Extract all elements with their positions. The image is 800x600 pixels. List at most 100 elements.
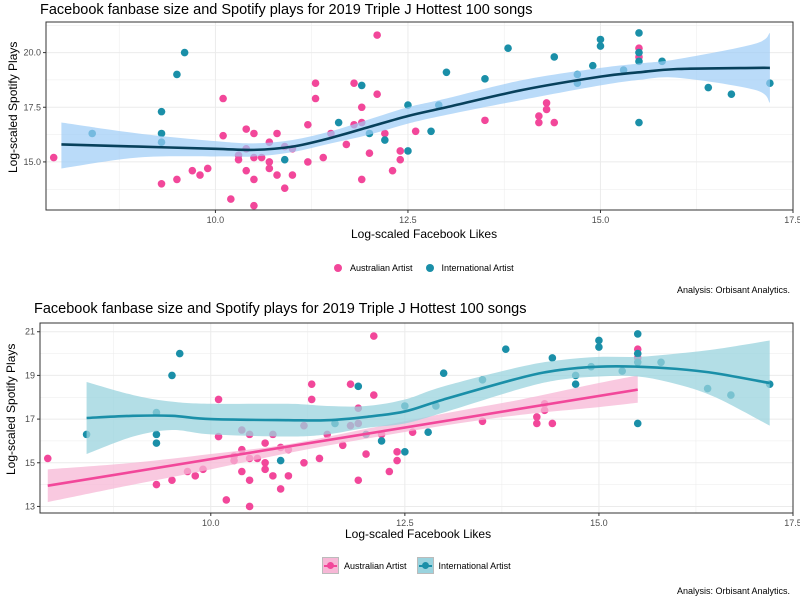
chart-title: Facebook fanbase size and Spotify plays … xyxy=(40,2,533,18)
data-point-australian xyxy=(219,94,227,103)
data-point-australian xyxy=(188,166,197,175)
data-point-australian xyxy=(370,332,378,340)
data-point-australian xyxy=(362,450,370,458)
data-point-international xyxy=(377,437,386,445)
confidence-band-international xyxy=(86,340,770,455)
data-point-australian xyxy=(280,184,289,192)
legend: Australian Artist International Artist xyxy=(331,261,524,275)
data-point-international xyxy=(276,456,285,465)
x-axis-label: Log-scaled Facebook Likes xyxy=(351,227,498,241)
confidence-band xyxy=(61,32,770,169)
data-point-international xyxy=(334,118,343,127)
data-point-australian xyxy=(311,94,320,103)
x-tick-label: 12.5 xyxy=(396,518,414,528)
y-tick-label: 21 xyxy=(25,327,35,337)
data-point-international xyxy=(595,343,603,351)
data-point-international xyxy=(635,48,643,57)
data-point-australian xyxy=(196,171,204,179)
data-point-international xyxy=(633,349,642,358)
data-point-australian xyxy=(542,99,551,107)
legend: Australian Artist International Artist xyxy=(322,557,521,574)
fit-line-australian xyxy=(47,388,638,487)
data-point-international xyxy=(635,118,643,127)
x-axis-label: Log-scaled Facebook Likes xyxy=(345,527,492,541)
data-point-australian xyxy=(535,118,543,127)
data-point-australian xyxy=(284,472,293,480)
data-point-australian xyxy=(219,131,227,140)
fit-line-international xyxy=(86,365,770,422)
data-point-australian xyxy=(357,175,366,184)
x-tick-label: 10.0 xyxy=(207,215,225,225)
data-point-international xyxy=(501,345,510,354)
y-tick-label: 17.5 xyxy=(23,102,41,112)
data-point-australian xyxy=(157,179,166,188)
data-point-international xyxy=(354,382,363,391)
chart-panel-2: Facebook fanbase size and Spotify plays … xyxy=(0,298,800,600)
data-point-australian xyxy=(250,201,258,210)
plot-border xyxy=(45,21,794,211)
data-point-international xyxy=(548,354,557,362)
data-point-australian xyxy=(357,103,366,112)
data-point-australian xyxy=(533,413,541,421)
data-point-australian xyxy=(365,149,374,157)
data-point-australian xyxy=(411,127,420,136)
data-point-international xyxy=(596,35,605,44)
legend-label-australian: Australian Artist xyxy=(350,263,413,273)
data-point-australian xyxy=(276,485,285,493)
data-point-international xyxy=(635,29,643,37)
data-point-international xyxy=(504,44,512,53)
data-point-australian xyxy=(168,476,176,485)
x-tick-label: 10.0 xyxy=(202,518,220,528)
y-tick-label: 17 xyxy=(25,414,35,424)
data-point-australian xyxy=(191,472,200,480)
data-point-australian xyxy=(393,448,401,456)
x-tick-label: 17.5 xyxy=(784,215,800,225)
data-point-australian xyxy=(238,467,246,476)
legend-key-australian xyxy=(322,557,339,574)
data-point-international xyxy=(588,61,597,70)
data-point-australian xyxy=(273,129,281,138)
data-point-australian xyxy=(311,79,320,88)
data-point-australian xyxy=(245,502,254,511)
legend-label-australian: Australian Artist xyxy=(344,560,407,571)
data-point-australian xyxy=(388,166,397,175)
x-tick-label: 15.0 xyxy=(592,215,610,225)
data-point-international xyxy=(704,83,713,92)
legend-key-international xyxy=(416,557,434,574)
data-point-international xyxy=(280,155,289,164)
y-tick-label: 20.0 xyxy=(23,48,41,58)
legend-item-australian: Australian Artist xyxy=(322,557,407,574)
plot-border xyxy=(39,322,794,514)
data-point-international xyxy=(595,336,603,345)
legend-label-international: International Artist xyxy=(441,263,514,273)
data-point-australian xyxy=(354,476,363,485)
data-point-international xyxy=(635,57,643,66)
legend-item-australian: Australian Artist xyxy=(331,261,413,275)
data-point-international xyxy=(427,127,435,136)
y-tick-label: 15.0 xyxy=(23,157,41,167)
legend-key-australian xyxy=(331,261,345,275)
data-point-australian xyxy=(346,380,355,388)
data-point-international xyxy=(633,330,642,338)
data-point-international xyxy=(357,81,366,90)
chart-plot-area: 10.0 12.5 15.0 17.5 13 15 17 19 21 xyxy=(25,322,800,528)
data-point-australian xyxy=(250,129,258,138)
data-point-australian xyxy=(342,140,351,149)
data-point-australian xyxy=(338,441,347,450)
data-point-international xyxy=(175,349,184,358)
x-tick-label: 17.5 xyxy=(784,518,800,528)
data-point-australian xyxy=(261,465,269,474)
data-point-australian xyxy=(242,166,251,175)
chart-plot-area: 10.0 12.5 15.0 17.5 15.0 17.5 20.0 xyxy=(23,21,800,225)
data-point-international xyxy=(173,70,181,79)
axes: 10.0 12.5 15.0 17.5 13 15 17 19 21 xyxy=(25,327,800,528)
data-point-international xyxy=(157,107,166,116)
data-point-australian xyxy=(373,90,381,98)
data-point-australian xyxy=(533,419,541,428)
data-point-australian xyxy=(370,391,378,399)
legend-item-international: International Artist xyxy=(416,557,511,574)
data-point-australian xyxy=(315,454,324,463)
data-point-australian xyxy=(250,175,258,184)
data-point-australian xyxy=(319,153,328,162)
data-point-australian xyxy=(307,395,316,404)
